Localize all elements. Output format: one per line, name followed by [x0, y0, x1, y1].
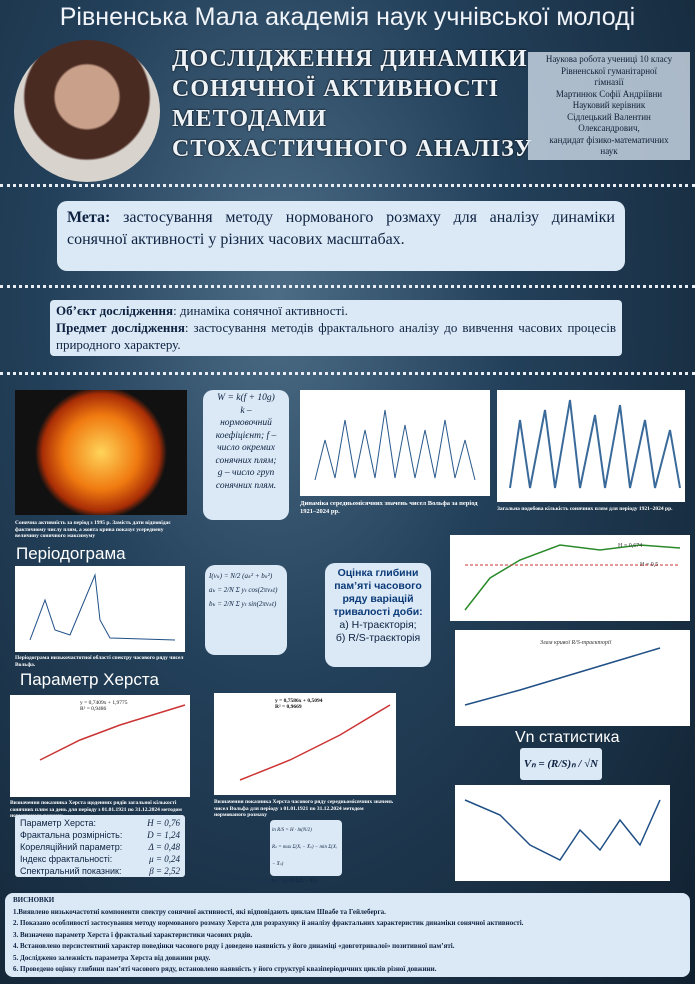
formula: bₖ = 2/N Σ yₜ sin(2πνₖt): [209, 600, 277, 608]
author-line: Наукова робота учениці 10 класу: [545, 54, 673, 64]
title-line: МЕТОДАМИ: [172, 106, 327, 132]
param-row: Фрактальна розмірність: D = 1,24: [20, 829, 180, 841]
author-line: гімназії: [594, 77, 624, 87]
param-row: Параметр Херста: H = 0,76: [20, 817, 180, 829]
author-line: Олександрович,: [578, 123, 640, 133]
separator: [0, 184, 695, 187]
conclusion-item: 2. Показано особливості застосування мет…: [13, 919, 524, 927]
formula-line: коефіцієнт; f –: [215, 430, 277, 441]
chart-label: y = 0,7586x + 0,5094 R² = 0,9669: [275, 698, 323, 710]
caption: Динаміка середньомісячних значень чисел …: [300, 500, 478, 515]
subject-text: : застосування методів фрактального анал…: [56, 320, 616, 352]
caption: Визначення показника Херста часового ряд…: [214, 799, 393, 818]
periodogram-chart: [15, 566, 185, 652]
title-line: СОНЯЧНОЇ АКТИВНОСТІ: [172, 76, 500, 102]
param-value: β = 2,52: [149, 866, 180, 876]
param-name: Спектральний показник:: [20, 866, 122, 876]
param-value: D = 1,24: [147, 830, 180, 840]
formula: Rₙ = max Σ(Xᵢ − X̄ₙ) − min Σ(Xᵢ − X̄ₙ): [272, 845, 337, 867]
param-value: μ = 0,24: [149, 854, 180, 864]
periodogram-formulas: I(νₖ) = N/2 (aₖ² + bₖ²) aₖ = 2/N Σ yₜ cos…: [205, 565, 287, 655]
formula: aₖ = 2/N Σ yₜ cos(2πνₖt): [209, 586, 278, 594]
chart-label: y = 0,7409x + 1,9775 R² = 0,9486: [80, 700, 128, 712]
formula-line: сонячних плям;: [215, 455, 277, 466]
question-line: пам’яті часового: [334, 580, 422, 592]
question-line: Оцінка глибини: [337, 567, 419, 579]
separator: [0, 372, 695, 375]
conclusion-item: 3. Визначено параметр Херста і фрактальн…: [13, 930, 253, 939]
author-line: Рівненської гуманітарної: [560, 65, 658, 76]
question-line: тривалості доби:: [333, 606, 423, 618]
question-line: ряду варіацій: [342, 593, 414, 605]
caption: Сонячна активність за період з 1995 р. З…: [15, 520, 171, 539]
param-name: Параметр Херста:: [20, 818, 97, 828]
poster-title: ДОСЛІДЖЕННЯ ДИНАМІКИ СОНЯЧНОЇ АКТИВНОСТІ М…: [172, 44, 533, 164]
param-row: Спектральний показник: β = 2,52: [20, 865, 180, 877]
chart-label: H = 0,674: [618, 543, 643, 549]
params-table: Параметр Херста: H = 0,76 Фрактальна розмі…: [15, 815, 185, 877]
object-box: Об’єкт дослідження: динаміка сонячної ак…: [50, 300, 622, 356]
separator: [0, 285, 695, 288]
rs-formulas: ln R/S = H · ln(N/2) Rₙ = max Σ(Xᵢ − X̄ₙ)…: [270, 820, 342, 884]
param-value: Δ = 0,48: [148, 842, 180, 852]
author-line: Сідлецький Валентин: [567, 111, 651, 122]
conclusions-title: ВИСНОВКИ: [13, 896, 55, 904]
formula-line: число окремих: [217, 443, 275, 453]
param-name: Фрактальна розмірність:: [20, 830, 123, 840]
object-label: Об’єкт дослідження: [56, 303, 174, 318]
question-item: а) H-траєкторія;: [339, 619, 417, 631]
formula: ln R/S = H · ln(N/2): [272, 828, 312, 833]
formula-line: сонячних плям.: [215, 480, 277, 491]
vn-chart: [455, 785, 670, 881]
caption: Періодограма низькочастотної області спе…: [15, 655, 184, 668]
subject-label: Предмет дослідження: [56, 320, 185, 335]
conclusions: ВИСНОВКИ 1.Виявлено низькочастотні компон…: [5, 893, 690, 977]
param-name: Кореляційний параметр:: [20, 842, 123, 852]
sun-image: [15, 390, 187, 515]
question-item: б) R/S-траєкторія: [335, 632, 421, 644]
param-name: Індекс фрактальності:: [20, 854, 113, 864]
formula-line: нормовочний: [220, 418, 272, 428]
param-value: H = 0,76: [147, 818, 180, 828]
wolf-formula: W = k(f + 10g) k – нормовочний коефіцієнт; …: [203, 390, 289, 520]
heading: Параметр Херста: [20, 670, 159, 689]
formula: I(νₖ) = N/2 (aₖ² + bₖ²): [209, 572, 273, 580]
portrait: [14, 40, 160, 182]
formula-line: W = k(f + 10g): [217, 393, 275, 403]
goal-label: Мета:: [67, 209, 111, 226]
academy: Рівненська Мала академія наук учнівської…: [59, 3, 636, 31]
title-line: ДОСЛІДЖЕННЯ ДИНАМІКИ: [172, 46, 528, 72]
title-line: СТОХАСТИЧНОГО АНАЛІЗУ: [172, 136, 533, 162]
goal-box: Мета: застосування методу нормованого ро…: [57, 201, 625, 271]
formula-line: g – число груп: [217, 468, 275, 478]
formula-line: k –: [240, 405, 252, 416]
object-text: : динаміка сонячної активності.: [173, 303, 349, 318]
question-box: Оцінка глибини пам’яті часового ряду варіа…: [325, 563, 431, 667]
conclusion-item: 1.Виявлено низькочастотні компоненти спе…: [13, 907, 386, 916]
heading: Vn статистика: [515, 729, 620, 746]
monthly-chart: [300, 390, 490, 496]
formula: Sₙ = √(1/N Σ(Xᵢ − X̄)²): [272, 879, 318, 884]
caption: Загальна подобова кількість сонячних пля…: [497, 506, 673, 512]
author-line: Науковий керівник: [572, 100, 646, 110]
param-row: Кореляційний параметр: Δ = 0,48: [20, 841, 180, 853]
conclusion-item: 4. Встановлено персистентний характер по…: [13, 942, 455, 950]
author-line: кандидат фізико-математичних: [549, 134, 669, 145]
chart-label: Злам кривої R/S-траєкторії: [540, 640, 612, 646]
author-line: наук: [600, 146, 618, 156]
goal-text: застосування методу нормованого розмаху …: [67, 209, 615, 248]
conclusion-item: 5. Досліджено залежність параметра Херст…: [13, 953, 211, 962]
author-info: Наукова робота учениці 10 класу Рівненськ…: [528, 52, 690, 160]
conclusion-item: 6. Проведено оцінку глибини пам’яті часо…: [13, 965, 437, 973]
chart-label: H = 0,5: [640, 562, 659, 568]
author-line: Мартинюк Софії Андріївни: [555, 88, 663, 99]
daily-chart: [497, 390, 685, 502]
param-row: Індекс фрактальності: μ = 0,24: [20, 853, 180, 865]
heading: Періодограма: [16, 544, 126, 563]
h-trajectory-chart: [450, 535, 690, 621]
vn-formula: Vₙ = (R/S)ₙ / √N: [520, 748, 602, 780]
